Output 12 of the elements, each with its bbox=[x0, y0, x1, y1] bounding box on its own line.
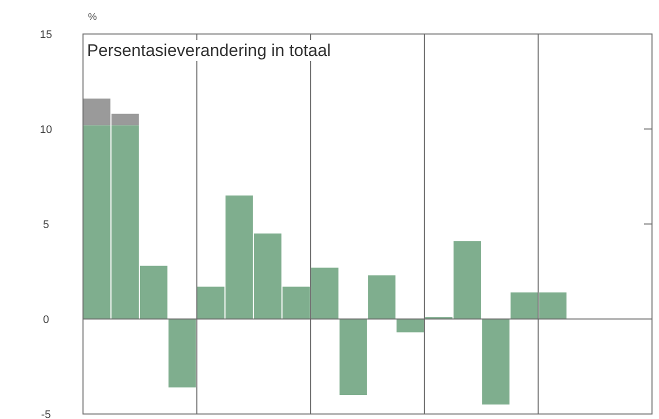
bar bbox=[368, 275, 396, 319]
chart-title: Persentasieverandering in totaal bbox=[87, 41, 331, 60]
y-tick-label: 0 bbox=[42, 314, 50, 326]
y-tick-label: 15 bbox=[40, 28, 52, 41]
y-tick-label: 10 bbox=[40, 124, 52, 136]
bar bbox=[168, 319, 196, 388]
y-axis-title: % bbox=[88, 12, 97, 23]
bar bbox=[396, 319, 424, 332]
y-tick-label: -5 bbox=[41, 408, 51, 419]
y-tick-label: 5 bbox=[42, 218, 50, 231]
bar bbox=[482, 319, 510, 404]
bar bbox=[340, 319, 367, 395]
